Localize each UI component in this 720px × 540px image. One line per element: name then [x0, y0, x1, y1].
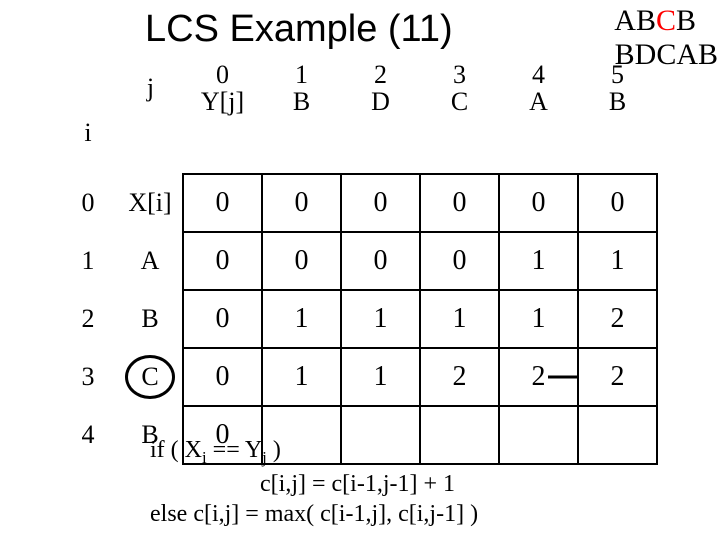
cell: 1 [341, 348, 420, 406]
row-0-xheader: X[i] [118, 174, 183, 232]
cell: 0 [262, 232, 341, 290]
row-3-index: 3 [58, 348, 118, 406]
table-row: 1 A 0 0 0 0 1 1 [58, 232, 657, 290]
cell: 1 [578, 232, 657, 290]
cell: 0 [183, 174, 262, 232]
cell: 2 [499, 348, 578, 406]
col-5-header: 5B [578, 60, 657, 117]
cell: 2 [420, 348, 499, 406]
cell: 0 [341, 232, 420, 290]
cell: 0 [183, 232, 262, 290]
col-0-header: 0Y[j] [183, 60, 262, 117]
cell: 0 [499, 174, 578, 232]
table-row: 0 X[i] 0 0 0 0 0 0 [58, 174, 657, 232]
table-row: 2 B 0 1 1 1 1 2 [58, 290, 657, 348]
lcs-table-container: j 0Y[j] 1B 2D 3C 4A 5B i 0 X[i] 0 0 0 0 … [58, 60, 658, 465]
cell: 0 [420, 232, 499, 290]
pseudocode-line-1: if ( Xi == Yj ) [150, 437, 281, 463]
cell: 1 [262, 290, 341, 348]
cell: 1 [499, 290, 578, 348]
i-label: i [58, 117, 118, 174]
row-1-xheader: A [118, 232, 183, 290]
page-title: LCS Example (11) [145, 8, 453, 51]
cell: 0 [578, 174, 657, 232]
cell: 2 [578, 290, 657, 348]
pseudocode-line-3: else c[i,j] = max( c[i-1,j], c[i,j-1] ) [150, 501, 478, 527]
cell: 1 [499, 232, 578, 290]
x-char-1: B [636, 4, 656, 37]
x-char-3: B [676, 4, 696, 37]
cell [499, 406, 578, 464]
col-index-row: j 0Y[j] 1B 2D 3C 4A 5B [58, 60, 657, 117]
col-2-header: 2D [341, 60, 420, 117]
x-char-0: A [614, 4, 636, 37]
row-4-index: 4 [58, 406, 118, 464]
cell: 1 [420, 290, 499, 348]
lcs-table: j 0Y[j] 1B 2D 3C 4A 5B i 0 X[i] 0 0 0 0 … [58, 60, 658, 465]
cell [578, 406, 657, 464]
row-1-index: 1 [58, 232, 118, 290]
cell: 2 [578, 348, 657, 406]
j-label: j [118, 60, 183, 117]
x-string: ABCB [614, 4, 696, 38]
cell: 1 [341, 290, 420, 348]
table-row: 3 C 0 1 1 2 2 2 [58, 348, 657, 406]
table-row-0: i [58, 117, 657, 174]
pseudocode-line-2: c[i,j] = c[i-1,j-1] + 1 [150, 471, 455, 497]
pseudocode: if ( Xi == Yj ) c[i,j] = c[i-1,j-1] + 1 … [150, 435, 478, 529]
x-char-2-highlight: C [656, 4, 676, 37]
cell: 0 [183, 290, 262, 348]
col-3-header: 3C [420, 60, 499, 117]
cell: 0 [262, 174, 341, 232]
cell: 0 [183, 348, 262, 406]
row-2-xheader: B [118, 290, 183, 348]
col-4-header: 4A [499, 60, 578, 117]
row-2-index: 2 [58, 290, 118, 348]
cell: 1 [262, 348, 341, 406]
cell: 0 [341, 174, 420, 232]
row-0-index: 0 [58, 174, 118, 232]
cell: 0 [420, 174, 499, 232]
col-1-header: 1B [262, 60, 341, 117]
row-3-xheader: C [118, 348, 183, 406]
